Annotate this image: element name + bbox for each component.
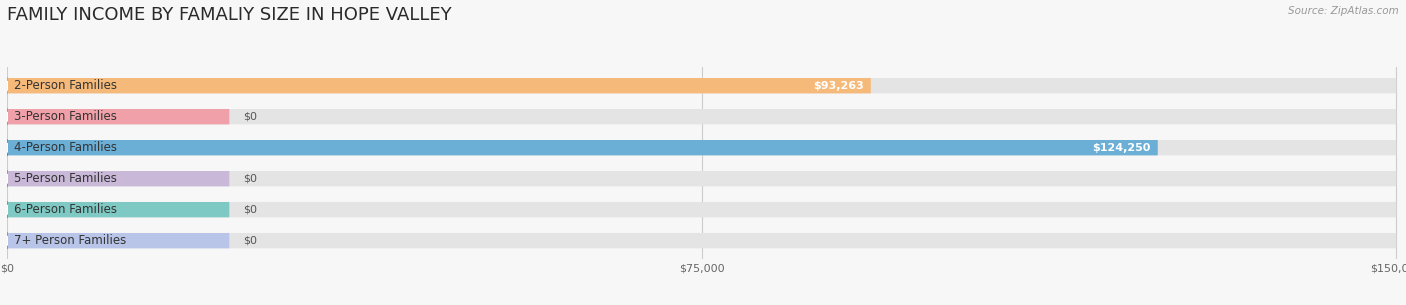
Text: $0: $0 [243, 205, 257, 215]
Text: 2-Person Families: 2-Person Families [14, 79, 117, 92]
Text: $0: $0 [243, 174, 257, 184]
FancyBboxPatch shape [7, 78, 1396, 93]
FancyBboxPatch shape [7, 202, 1396, 217]
FancyBboxPatch shape [7, 109, 229, 124]
FancyBboxPatch shape [7, 109, 1396, 124]
FancyBboxPatch shape [7, 171, 1396, 186]
Text: FAMILY INCOME BY FAMALIY SIZE IN HOPE VALLEY: FAMILY INCOME BY FAMALIY SIZE IN HOPE VA… [7, 6, 451, 24]
FancyBboxPatch shape [7, 171, 229, 186]
Text: $93,263: $93,263 [813, 81, 863, 91]
Text: 6-Person Families: 6-Person Families [14, 203, 117, 216]
FancyBboxPatch shape [7, 233, 1396, 248]
Text: $124,250: $124,250 [1092, 143, 1152, 153]
Text: $0: $0 [243, 112, 257, 122]
FancyBboxPatch shape [7, 140, 1396, 155]
Text: Source: ZipAtlas.com: Source: ZipAtlas.com [1288, 6, 1399, 16]
Text: 3-Person Families: 3-Person Families [14, 110, 117, 123]
FancyBboxPatch shape [7, 140, 1157, 155]
FancyBboxPatch shape [7, 233, 229, 248]
FancyBboxPatch shape [7, 78, 870, 93]
Text: $0: $0 [243, 236, 257, 246]
Text: 7+ Person Families: 7+ Person Families [14, 234, 127, 247]
Text: 4-Person Families: 4-Person Families [14, 141, 117, 154]
FancyBboxPatch shape [7, 202, 229, 217]
Text: 5-Person Families: 5-Person Families [14, 172, 117, 185]
